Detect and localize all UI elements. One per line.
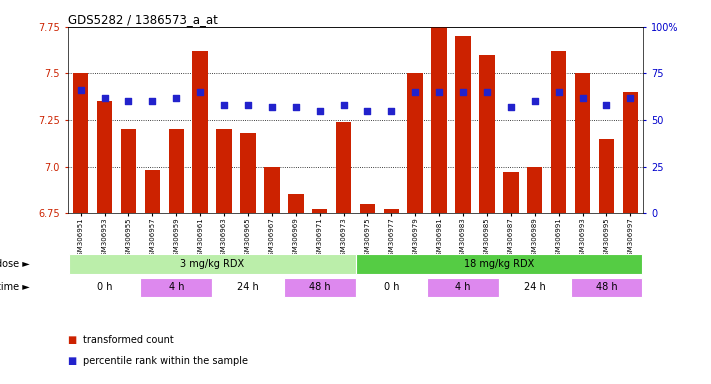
Point (75, 87, 86, 93)
Text: percentile rank within the sample: percentile rank within the sample (83, 356, 248, 366)
Bar (623, 92, 638, 213)
Bar (551, 51, 567, 213)
Text: ■: ■ (68, 356, 77, 366)
Text: 18 mg/kg RDX: 18 mg/kg RDX (464, 259, 534, 269)
Text: GDS5282 / 1386573_a_at: GDS5282 / 1386573_a_at (68, 13, 218, 26)
Bar (455, 36, 471, 213)
Bar (73, 73, 88, 213)
Bar (527, 167, 542, 213)
Bar (407, 73, 423, 213)
Point (385, 108, 397, 114)
Bar (97, 101, 112, 213)
Point (505, 104, 516, 110)
Point (290, 104, 301, 110)
Point (242, 102, 254, 108)
Text: time ►: time ► (0, 282, 30, 292)
Point (601, 102, 612, 108)
Bar (570, 278, 642, 296)
Bar (193, 51, 208, 213)
Bar (499, 278, 570, 296)
Text: dose ►: dose ► (0, 259, 30, 269)
Text: 3 mg/kg RDX: 3 mg/kg RDX (180, 259, 244, 269)
Bar (479, 55, 495, 213)
Bar (356, 255, 642, 273)
Text: 24 h: 24 h (524, 282, 545, 292)
Bar (356, 278, 427, 296)
Text: 0 h: 0 h (97, 282, 112, 292)
Text: 48 h: 48 h (596, 282, 617, 292)
Bar (240, 133, 256, 213)
Point (338, 102, 349, 108)
Point (457, 89, 469, 95)
Point (218, 102, 230, 108)
Bar (69, 278, 141, 296)
Text: 4 h: 4 h (169, 282, 184, 292)
Bar (284, 278, 356, 296)
Bar (169, 129, 184, 213)
Text: ■: ■ (68, 335, 77, 345)
Point (146, 98, 158, 104)
Bar (144, 170, 160, 213)
Bar (383, 209, 399, 213)
Bar (141, 278, 212, 296)
Text: 0 h: 0 h (384, 282, 399, 292)
Point (171, 94, 182, 101)
Bar (121, 129, 137, 213)
Bar (216, 129, 232, 213)
Bar (336, 122, 351, 213)
Bar (69, 255, 356, 273)
Bar (574, 73, 590, 213)
Point (362, 108, 373, 114)
Point (266, 104, 277, 110)
Text: transformed count: transformed count (83, 335, 174, 345)
Point (434, 89, 445, 95)
Bar (503, 172, 518, 213)
Bar (212, 278, 284, 296)
Point (577, 94, 588, 101)
Point (553, 89, 565, 95)
Bar (288, 195, 304, 213)
Bar (312, 209, 328, 213)
Point (99, 94, 110, 101)
Bar (599, 139, 614, 213)
Point (410, 89, 421, 95)
Bar (264, 167, 279, 213)
Point (195, 89, 206, 95)
Text: 4 h: 4 h (455, 282, 471, 292)
Bar (427, 278, 499, 296)
Bar (432, 27, 447, 213)
Point (481, 89, 493, 95)
Text: 48 h: 48 h (309, 282, 331, 292)
Point (625, 94, 636, 101)
Point (529, 98, 540, 104)
Bar (360, 204, 375, 213)
Text: 24 h: 24 h (237, 282, 259, 292)
Point (123, 98, 134, 104)
Point (314, 108, 326, 114)
